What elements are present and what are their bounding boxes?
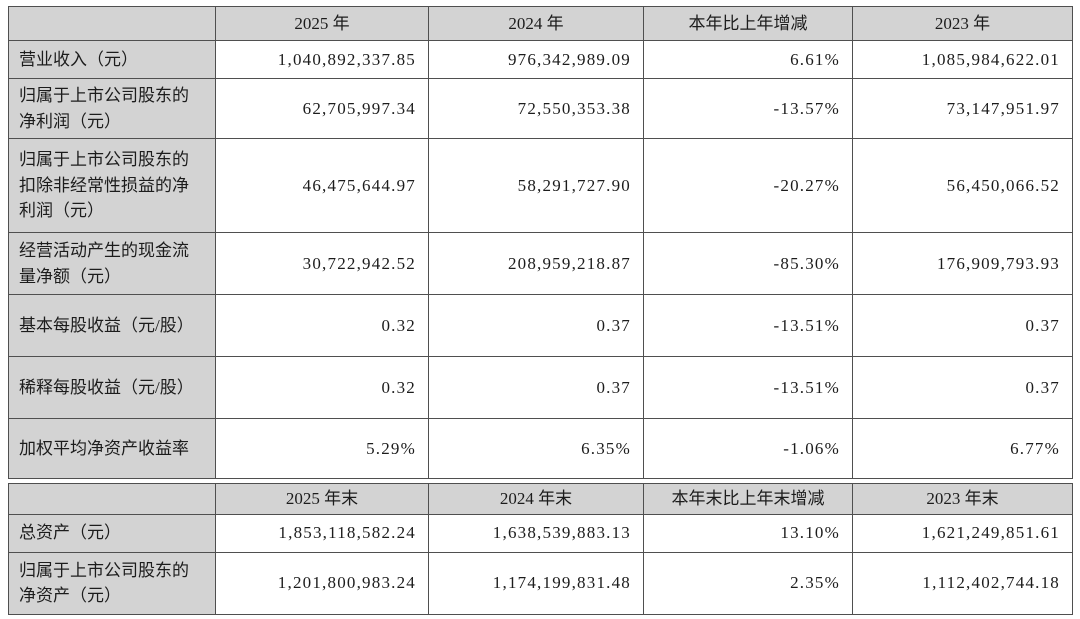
corner-cell	[8, 483, 216, 515]
table-header-row: 2025 年 2024 年 本年比上年增减 2023 年	[8, 6, 1073, 41]
table-row: 归属于上市公司股东的扣除非经常性损益的净利润（元） 46,475,644.97 …	[8, 138, 1073, 233]
value-2025-end: 1,853,118,582.24	[215, 513, 429, 553]
value-yoy: -85.30%	[643, 232, 853, 295]
column-header-2025: 2025 年	[215, 6, 429, 41]
table-row: 稀释每股收益（元/股） 0.32 0.37 -13.51% 0.37	[8, 356, 1073, 419]
value-yoy: -13.51%	[643, 356, 853, 419]
value-2024-end: 1,638,539,883.13	[428, 513, 644, 553]
table-row: 归属于上市公司股东的净资产（元） 1,201,800,983.24 1,174,…	[8, 551, 1073, 615]
table-row: 基本每股收益（元/股） 0.32 0.37 -13.51% 0.37	[8, 294, 1073, 357]
row-label: 加权平均净资产收益率	[8, 418, 216, 479]
corner-cell	[8, 6, 216, 41]
value-2024: 976,342,989.09	[428, 40, 644, 79]
value-yoy-end: 2.35%	[643, 551, 853, 615]
value-2023: 6.77%	[852, 418, 1073, 479]
row-label: 基本每股收益（元/股）	[8, 294, 216, 357]
column-header-yoy: 本年比上年增减	[643, 6, 853, 41]
column-header-2025-end: 2025 年末	[215, 483, 429, 515]
value-2023-end: 1,112,402,744.18	[852, 551, 1073, 615]
value-2023: 0.37	[852, 294, 1073, 357]
value-2024: 72,550,353.38	[428, 78, 644, 139]
row-label: 归属于上市公司股东的净利润（元）	[8, 78, 216, 139]
row-label: 归属于上市公司股东的扣除非经常性损益的净利润（元）	[8, 138, 216, 233]
column-header-2023-end: 2023 年末	[852, 483, 1073, 515]
value-yoy: 6.61%	[643, 40, 853, 79]
table-row: 经营活动产生的现金流量净额（元） 30,722,942.52 208,959,2…	[8, 232, 1073, 295]
year-end-balances-table: 2025 年末 2024 年末 本年末比上年末增减 2023 年末 总资产（元）…	[8, 483, 1073, 615]
row-label: 营业收入（元）	[8, 40, 216, 79]
table-row: 营业收入（元） 1,040,892,337.85 976,342,989.09 …	[8, 40, 1073, 79]
table-row: 归属于上市公司股东的净利润（元） 62,705,997.34 72,550,35…	[8, 78, 1073, 139]
value-2025: 0.32	[215, 356, 429, 419]
column-header-2024-end: 2024 年末	[428, 483, 644, 515]
value-2025-end: 1,201,800,983.24	[215, 551, 429, 615]
value-2023: 176,909,793.93	[852, 232, 1073, 295]
table-header-row: 2025 年末 2024 年末 本年末比上年末增减 2023 年末	[8, 483, 1073, 515]
column-header-yoy-end: 本年末比上年末增减	[643, 483, 853, 515]
table-row: 总资产（元） 1,853,118,582.24 1,638,539,883.13…	[8, 513, 1073, 553]
column-header-2023: 2023 年	[852, 6, 1073, 41]
value-yoy: -13.57%	[643, 78, 853, 139]
value-2023: 73,147,951.97	[852, 78, 1073, 139]
value-2024-end: 1,174,199,831.48	[428, 551, 644, 615]
value-yoy: -20.27%	[643, 138, 853, 233]
value-2025: 1,040,892,337.85	[215, 40, 429, 79]
value-2025: 46,475,644.97	[215, 138, 429, 233]
row-label: 归属于上市公司股东的净资产（元）	[8, 551, 216, 615]
annual-results-table: 2025 年 2024 年 本年比上年增减 2023 年 营业收入（元） 1,0…	[8, 6, 1073, 479]
row-label: 稀释每股收益（元/股）	[8, 356, 216, 419]
value-2025: 30,722,942.52	[215, 232, 429, 295]
value-2024: 0.37	[428, 356, 644, 419]
value-yoy: -1.06%	[643, 418, 853, 479]
value-2024: 6.35%	[428, 418, 644, 479]
value-2025: 62,705,997.34	[215, 78, 429, 139]
value-2025: 5.29%	[215, 418, 429, 479]
value-2024: 0.37	[428, 294, 644, 357]
value-2023: 56,450,066.52	[852, 138, 1073, 233]
row-label: 经营活动产生的现金流量净额（元）	[8, 232, 216, 295]
value-2023: 1,085,984,622.01	[852, 40, 1073, 79]
row-label: 总资产（元）	[8, 513, 216, 553]
value-yoy: -13.51%	[643, 294, 853, 357]
value-2023: 0.37	[852, 356, 1073, 419]
value-2023-end: 1,621,249,851.61	[852, 513, 1073, 553]
value-2024: 208,959,218.87	[428, 232, 644, 295]
value-yoy-end: 13.10%	[643, 513, 853, 553]
value-2024: 58,291,727.90	[428, 138, 644, 233]
column-header-2024: 2024 年	[428, 6, 644, 41]
table-row: 加权平均净资产收益率 5.29% 6.35% -1.06% 6.77%	[8, 418, 1073, 479]
value-2025: 0.32	[215, 294, 429, 357]
